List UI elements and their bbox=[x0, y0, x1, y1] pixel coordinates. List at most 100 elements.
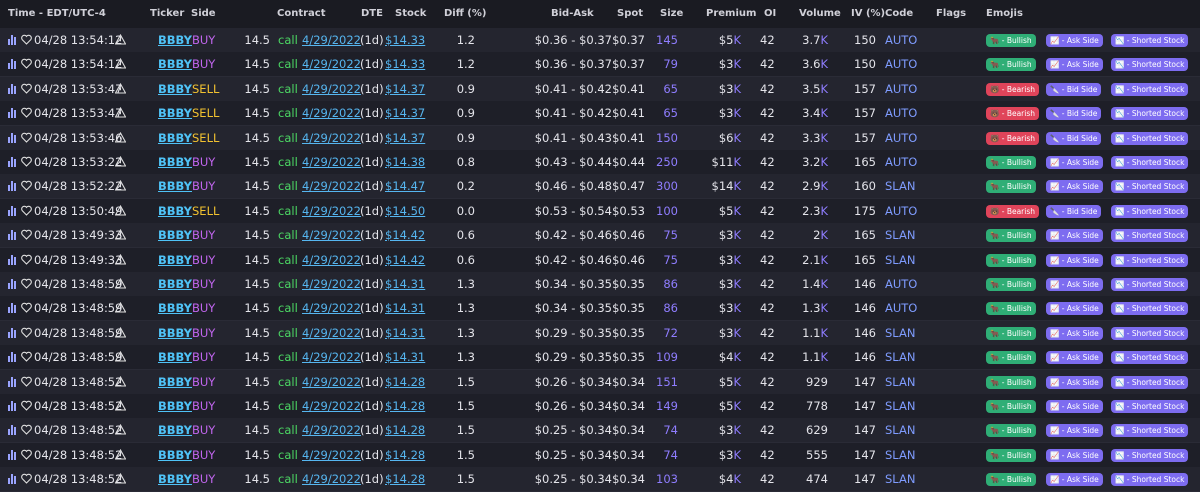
stock-price[interactable]: $14.31 bbox=[385, 350, 426, 365]
expiry[interactable]: 4/29/2022 bbox=[302, 447, 361, 462]
table-row[interactable]: 04/28 13:53:47 BBBY SELL 14.5 call 4/29/2022(… bbox=[0, 101, 1200, 127]
stock-price[interactable]: $14.33 bbox=[385, 33, 426, 47]
expiry[interactable]: 4/29/2022 bbox=[302, 179, 361, 194]
alert-icon[interactable] bbox=[115, 448, 126, 460]
expiry[interactable]: 4/29/2022 bbox=[302, 301, 361, 316]
alert-icon[interactable] bbox=[115, 253, 126, 265]
stock-price[interactable]: $14.28 bbox=[385, 472, 426, 487]
chart-icon[interactable] bbox=[8, 132, 18, 143]
stock-price[interactable]: $14.28 bbox=[385, 423, 426, 438]
ticker[interactable]: BBBY bbox=[158, 203, 192, 218]
ticker[interactable]: BBBY bbox=[158, 57, 192, 72]
table-row[interactable]: 04/28 13:48:59 BBBY BUY 14.5 call 4/29/2022 (1… bbox=[0, 345, 1200, 371]
stock-price[interactable]: $14.31 bbox=[385, 277, 426, 291]
table-row[interactable]: 04/28 13:50:49 BBBY SELL 14.5 call 4/29/2022(… bbox=[0, 198, 1200, 224]
alert-icon[interactable] bbox=[115, 229, 126, 240]
table-row[interactable]: 04/28 13:48:52 BBBY BUY 14.5 call 4/29/2022 (1… bbox=[0, 369, 1200, 395]
alert-icon[interactable] bbox=[115, 180, 126, 191]
stock-price[interactable]: $14.28 bbox=[385, 399, 426, 413]
chart-icon[interactable] bbox=[8, 400, 18, 411]
expiry[interactable]: 4/29/2022 bbox=[302, 203, 361, 218]
table-row[interactable]: 04/28 13:53:22 BBBY BUY 14.5 call 4/29/2022 (1… bbox=[0, 150, 1200, 175]
favorite-icon[interactable] bbox=[21, 424, 32, 436]
stock-price[interactable]: $14.37 bbox=[385, 81, 426, 96]
chart-icon[interactable] bbox=[8, 34, 18, 45]
ticker[interactable]: BBBY bbox=[158, 399, 192, 413]
favorite-icon[interactable] bbox=[21, 229, 32, 240]
table-row[interactable]: 04/28 13:54:12 BBBY BUY 14.5 call 4/29/2022 (1… bbox=[0, 52, 1200, 78]
chart-icon[interactable] bbox=[8, 254, 18, 265]
expiry[interactable]: 4/29/2022 bbox=[302, 350, 361, 365]
expiry[interactable]: 4/29/2022 bbox=[302, 81, 361, 96]
alert-icon[interactable] bbox=[115, 131, 126, 143]
stock-price[interactable]: $14.31 bbox=[385, 325, 426, 340]
chart-icon[interactable] bbox=[8, 278, 18, 289]
chart-icon[interactable] bbox=[8, 327, 18, 338]
table-row[interactable]: 04/28 13:48:59 BBBY BUY 14.5 call 4/29/2022 (1… bbox=[0, 272, 1200, 297]
favorite-icon[interactable] bbox=[21, 376, 32, 387]
stock-price[interactable]: $14.38 bbox=[385, 155, 426, 169]
ticker[interactable]: BBBY bbox=[158, 33, 192, 47]
favorite-icon[interactable] bbox=[21, 156, 32, 167]
alert-icon[interactable] bbox=[115, 375, 126, 387]
favorite-icon[interactable] bbox=[21, 180, 32, 192]
stock-price[interactable]: $14.33 bbox=[385, 57, 426, 72]
alert-icon[interactable] bbox=[115, 204, 126, 216]
favorite-icon[interactable] bbox=[21, 327, 32, 338]
expiry[interactable]: 4/29/2022 bbox=[302, 130, 361, 145]
chart-icon[interactable] bbox=[8, 180, 18, 192]
table-row[interactable]: 04/28 13:53:46 BBBY SELL 14.5 call 4/29/2022(… bbox=[0, 125, 1200, 151]
table-row[interactable]: 04/28 13:48:59 BBBY BUY 14.5 call 4/29/2022 (1… bbox=[0, 320, 1200, 346]
expiry[interactable]: 4/29/2022 bbox=[302, 252, 361, 267]
table-row[interactable]: 04/28 13:49:33 BBBY BUY 14.5 call 4/29/2022 (1… bbox=[0, 223, 1200, 249]
table-row[interactable]: 04/28 13:48:52 BBBY BUY 14.5 call 4/29/2022 (1… bbox=[0, 467, 1200, 492]
expiry[interactable]: 4/29/2022 bbox=[302, 228, 361, 243]
expiry[interactable]: 4/29/2022 bbox=[302, 423, 361, 438]
ticker[interactable]: BBBY bbox=[158, 350, 192, 365]
ticker[interactable]: BBBY bbox=[158, 81, 192, 96]
alert-icon[interactable] bbox=[115, 82, 126, 94]
table-row[interactable]: 04/28 13:53:47 BBBY SELL 14.5 call 4/29/2022(… bbox=[0, 76, 1200, 102]
alert-icon[interactable] bbox=[115, 400, 126, 411]
favorite-icon[interactable] bbox=[21, 351, 32, 362]
ticker[interactable]: BBBY bbox=[158, 374, 192, 389]
chart-icon[interactable] bbox=[8, 351, 18, 363]
favorite-icon[interactable] bbox=[21, 83, 32, 94]
expiry[interactable]: 4/29/2022 bbox=[302, 399, 361, 413]
favorite-icon[interactable] bbox=[21, 473, 32, 484]
expiry[interactable]: 4/29/2022 bbox=[302, 155, 361, 169]
favorite-icon[interactable] bbox=[21, 205, 32, 216]
favorite-icon[interactable] bbox=[21, 400, 32, 411]
ticker[interactable]: BBBY bbox=[158, 228, 192, 243]
table-row[interactable]: 04/28 13:49:33 BBBY BUY 14.5 call 4/29/2022 (1… bbox=[0, 247, 1200, 273]
chart-icon[interactable] bbox=[8, 424, 18, 436]
alert-icon[interactable] bbox=[115, 326, 126, 338]
alert-icon[interactable] bbox=[115, 58, 126, 69]
chart-icon[interactable] bbox=[8, 83, 18, 94]
ticker[interactable]: BBBY bbox=[158, 447, 192, 462]
ticker[interactable]: BBBY bbox=[158, 472, 192, 487]
ticker[interactable]: BBBY bbox=[158, 130, 192, 145]
stock-price[interactable]: $14.28 bbox=[385, 447, 426, 462]
ticker[interactable]: BBBY bbox=[158, 423, 192, 438]
expiry[interactable]: 4/29/2022 bbox=[302, 277, 361, 291]
stock-price[interactable]: $14.47 bbox=[385, 179, 426, 194]
chart-icon[interactable] bbox=[8, 229, 18, 241]
ticker[interactable]: BBBY bbox=[158, 179, 192, 194]
alert-icon[interactable] bbox=[115, 34, 126, 45]
favorite-icon[interactable] bbox=[21, 449, 32, 460]
stock-price[interactable]: $14.50 bbox=[385, 203, 426, 218]
ticker[interactable]: BBBY bbox=[158, 252, 192, 267]
chart-icon[interactable] bbox=[8, 376, 18, 387]
ticker[interactable]: BBBY bbox=[158, 106, 192, 121]
stock-price[interactable]: $14.31 bbox=[385, 301, 426, 316]
table-row[interactable]: 04/28 13:48:52 BBBY BUY 14.5 call 4/29/2022 (1… bbox=[0, 442, 1200, 468]
favorite-icon[interactable] bbox=[21, 107, 32, 118]
ticker[interactable]: BBBY bbox=[158, 325, 192, 340]
chart-icon[interactable] bbox=[8, 302, 18, 314]
alert-icon[interactable] bbox=[115, 107, 126, 118]
favorite-icon[interactable] bbox=[21, 132, 32, 143]
ticker[interactable]: BBBY bbox=[158, 155, 192, 169]
alert-icon[interactable] bbox=[115, 156, 126, 167]
favorite-icon[interactable] bbox=[21, 254, 32, 265]
